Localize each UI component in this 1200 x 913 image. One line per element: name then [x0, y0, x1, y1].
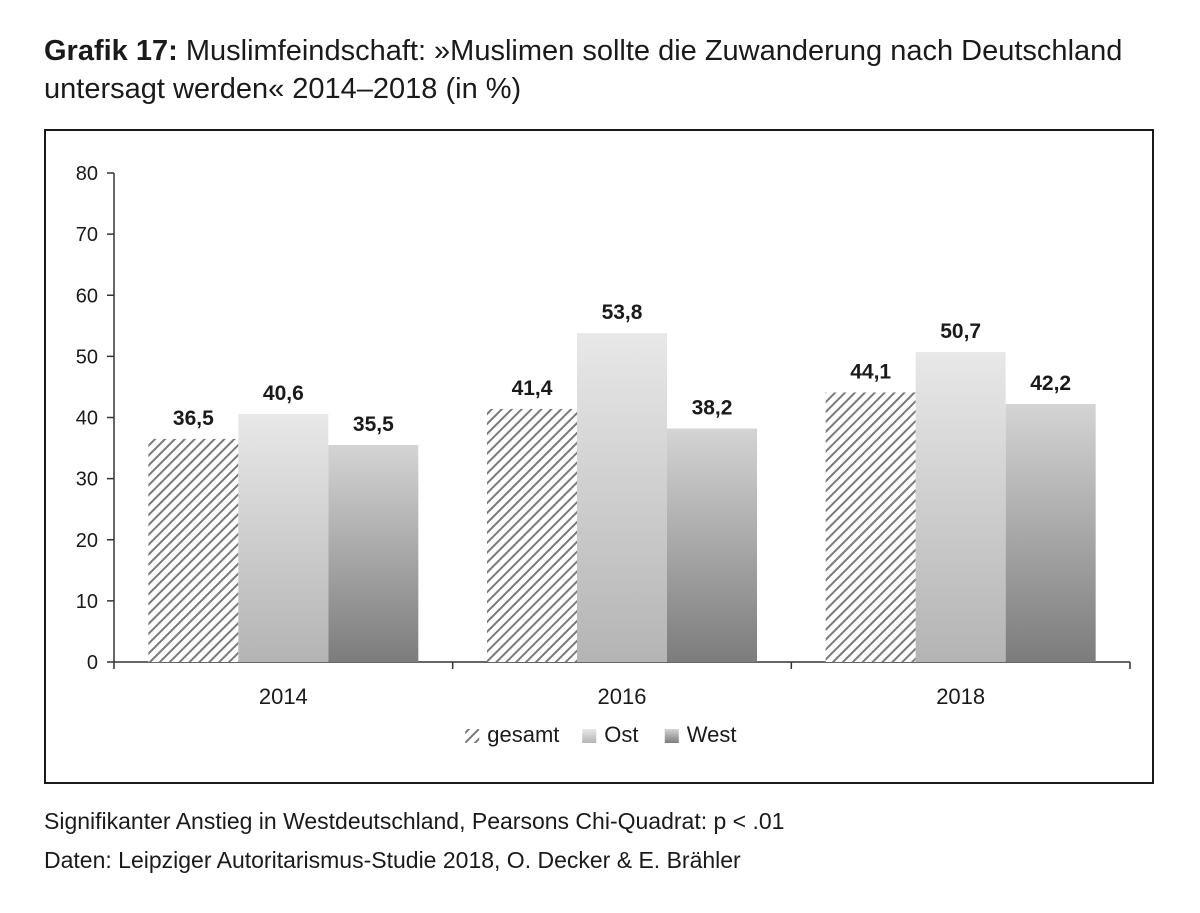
legend: gesamt Ost West — [465, 722, 736, 747]
legend-swatch-west — [664, 729, 679, 743]
y-tick-label: 30 — [76, 469, 98, 491]
bar-ost-2014 — [238, 413, 329, 662]
x-category-label: 2014 — [259, 684, 308, 709]
chart-frame: 0 10 20 30 40 50 60 70 80 2014 2016 2018 36,5 40,6 3… — [44, 129, 1154, 784]
y-tick-label: 60 — [76, 285, 98, 307]
bar-ost-2016 — [577, 333, 667, 662]
y-tick-label: 10 — [76, 591, 98, 613]
data-label: 38,2 — [692, 397, 733, 420]
data-label: 50,7 — [940, 320, 981, 343]
bar-west-2014 — [328, 445, 419, 662]
y-tick-label: 70 — [76, 224, 98, 246]
y-axis: 0 10 20 30 40 50 60 70 80 — [76, 163, 115, 674]
data-labels: 36,5 40,6 35,5 41,4 53,8 38,2 44,1 50,7 42,2 — [173, 301, 1071, 436]
data-label: 36,5 — [173, 407, 214, 430]
y-tick-label: 80 — [76, 163, 98, 185]
bar-gesamt-2018 — [825, 392, 916, 662]
legend-label-west: West — [687, 722, 737, 747]
data-label: 42,2 — [1030, 372, 1071, 395]
chart-title: Grafik 17: Muslimfeindschaft: »Muslimen … — [44, 32, 1164, 108]
legend-swatch-ost — [582, 729, 597, 743]
bar-west-2018 — [1005, 404, 1096, 662]
bars — [148, 333, 1096, 662]
legend-swatch-gesamt — [465, 729, 480, 743]
y-tick-label: 20 — [76, 530, 98, 552]
x-axis: 2014 2016 2018 — [113, 661, 1131, 709]
x-category-label: 2016 — [598, 684, 647, 709]
data-label: 53,8 — [602, 301, 643, 324]
data-label: 40,6 — [263, 382, 304, 405]
data-label: 41,4 — [512, 377, 553, 400]
chart-title-text: Muslimfeindschaft: »Muslimen sollte die … — [44, 35, 1123, 105]
bar-west-2016 — [667, 428, 757, 662]
bar-gesamt-2014 — [148, 438, 239, 662]
y-tick-label: 0 — [87, 652, 98, 674]
data-source-note: Daten: Leipziger Autoritarismus-Studie 2… — [44, 847, 741, 873]
bar-gesamt-2016 — [487, 408, 577, 662]
legend-label-ost: Ost — [604, 722, 638, 747]
data-label: 44,1 — [850, 360, 891, 383]
chart-title-prefix: Grafik 17: — [44, 35, 178, 67]
y-tick-label: 40 — [76, 408, 98, 430]
legend-label-gesamt: gesamt — [487, 722, 559, 747]
significance-note: Signifikanter Anstieg in Westdeutschland… — [44, 808, 785, 834]
y-tick-label: 50 — [76, 346, 98, 368]
bar-ost-2018 — [915, 352, 1006, 662]
data-label: 35,5 — [353, 413, 394, 436]
x-category-label: 2018 — [936, 684, 985, 709]
